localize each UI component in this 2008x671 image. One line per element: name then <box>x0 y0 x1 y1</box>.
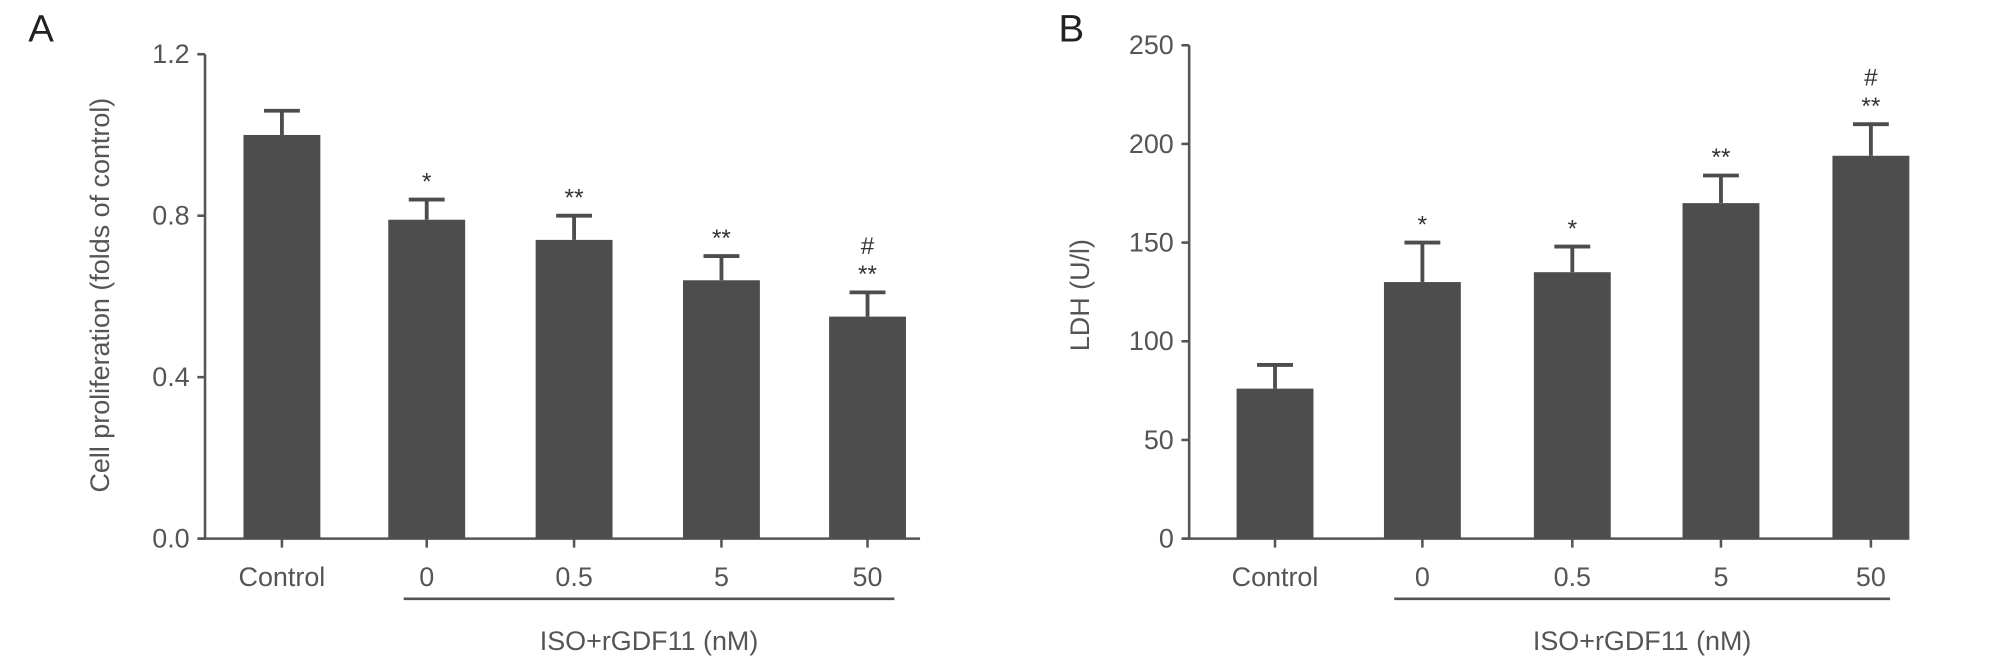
panel-label: B <box>1058 7 1084 50</box>
bar <box>1832 155 1910 539</box>
y-tick-label: 250 <box>1129 30 1174 60</box>
significance-annotation: * <box>1568 215 1578 242</box>
x-tick-label: Control <box>1232 562 1319 592</box>
panel-label: A <box>28 7 54 50</box>
y-tick-label: 100 <box>1129 326 1174 356</box>
bar <box>1236 388 1314 539</box>
bar <box>683 280 760 539</box>
x-tick-label: 0.5 <box>555 562 592 592</box>
group-label: ISO+rGDF11 (nM) <box>1533 626 1752 656</box>
y-tick-label: 200 <box>1129 129 1174 159</box>
y-axis-label: LDH (U/l) <box>1065 239 1095 351</box>
panel-b-ldh-chart: B 0 50 100 150 200 250 LDH (U/l) Control 0 * 0.5 * 5 *… <box>1058 7 1910 656</box>
significance-annotation: ** <box>565 184 584 211</box>
x-tick-label: 50 <box>1856 562 1886 592</box>
y-tick-label: 0.0 <box>152 524 189 554</box>
significance-annotation: ** <box>1861 93 1880 120</box>
significance-annotation: ** <box>712 225 731 252</box>
significance-annotation: # <box>861 233 875 260</box>
bar <box>388 219 466 539</box>
x-tick-label: 5 <box>1713 562 1728 592</box>
x-tick-label: 5 <box>714 562 729 592</box>
y-tick-label: 0.4 <box>152 362 189 392</box>
panel-a-cell-proliferation-chart: A 0.0 0.4 0.8 1.2 Cell proliferation (folds o… <box>28 7 921 656</box>
x-tick-label: 0.5 <box>1554 562 1591 592</box>
bar <box>535 239 613 539</box>
bar <box>1383 282 1461 539</box>
significance-annotation: ** <box>858 261 877 288</box>
x-tick-label: 50 <box>853 562 883 592</box>
y-tick-label: 1.2 <box>152 39 189 69</box>
bar <box>1533 272 1611 539</box>
significance-annotation: ** <box>1711 144 1730 171</box>
x-tick-label: Control <box>239 562 326 592</box>
bar <box>829 316 906 539</box>
y-tick-label: 50 <box>1144 425 1174 455</box>
x-tick-label: 0 <box>1415 562 1430 592</box>
significance-annotation: # <box>1864 65 1878 92</box>
y-tick-label: 0 <box>1159 524 1174 554</box>
group-label: ISO+rGDF11 (nM) <box>540 626 759 656</box>
bar <box>243 134 321 539</box>
y-tick-label: 0.8 <box>152 201 189 231</box>
bar <box>1682 203 1760 539</box>
significance-annotation: * <box>422 168 432 195</box>
x-tick-label: 0 <box>419 562 434 592</box>
significance-annotation: * <box>1418 211 1428 238</box>
y-tick-label: 150 <box>1129 228 1174 258</box>
y-axis-label: Cell proliferation (folds of control) <box>85 98 115 493</box>
